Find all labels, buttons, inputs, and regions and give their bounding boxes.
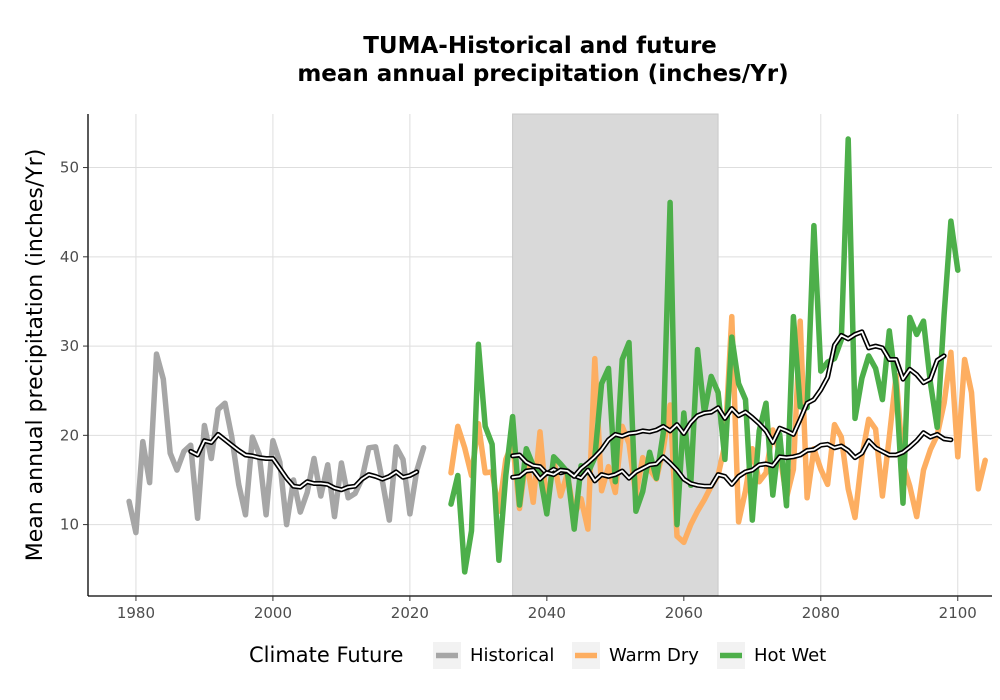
- legend-label-warm-dry: Warm Dry: [609, 645, 699, 666]
- y-tick-label: 30: [60, 337, 79, 355]
- y-tick-label: 40: [60, 248, 79, 266]
- legend: Climate Future Historical Warm Dry Hot Wet: [249, 642, 826, 669]
- x-tick-label: 1980: [117, 604, 155, 622]
- rolling-mean-line-warm-dry: [511, 431, 952, 488]
- tick-layer: 1980 2000 2020 2040 2060 2080 2100 10 20 30 40 50: [60, 159, 977, 622]
- x-tick-label: 2060: [665, 604, 703, 622]
- y-tick-label: 10: [60, 516, 79, 534]
- legend-label-historical: Historical: [470, 645, 554, 666]
- y-axis-title: Mean annual precipitation (inches/Yr): [23, 149, 48, 562]
- shaded-period-layer: [512, 113, 719, 597]
- x-tick-label: 2040: [528, 604, 566, 622]
- x-tick-label: 2100: [939, 604, 977, 622]
- x-tick-label: 2020: [391, 604, 429, 622]
- chart-title-line1: TUMA-Historical and future: [363, 33, 717, 59]
- rolling-mean-layer: [188, 329, 954, 493]
- reference-period-band: [512, 113, 719, 597]
- chart-title-line2: mean annual precipitation (inches/Yr): [297, 61, 788, 87]
- y-tick-label: 50: [60, 159, 79, 177]
- legend-title: Climate Future: [249, 643, 403, 667]
- legend-label-hot-wet: Hot Wet: [754, 645, 826, 666]
- x-tick-label: 2000: [254, 604, 292, 622]
- series-line-historical: [126, 351, 427, 536]
- x-tick-label: 2080: [802, 604, 840, 622]
- rolling-mean-line-hot-wet: [511, 330, 945, 481]
- y-tick-label: 20: [60, 426, 79, 444]
- rolling-mean-line-historical: [189, 433, 418, 491]
